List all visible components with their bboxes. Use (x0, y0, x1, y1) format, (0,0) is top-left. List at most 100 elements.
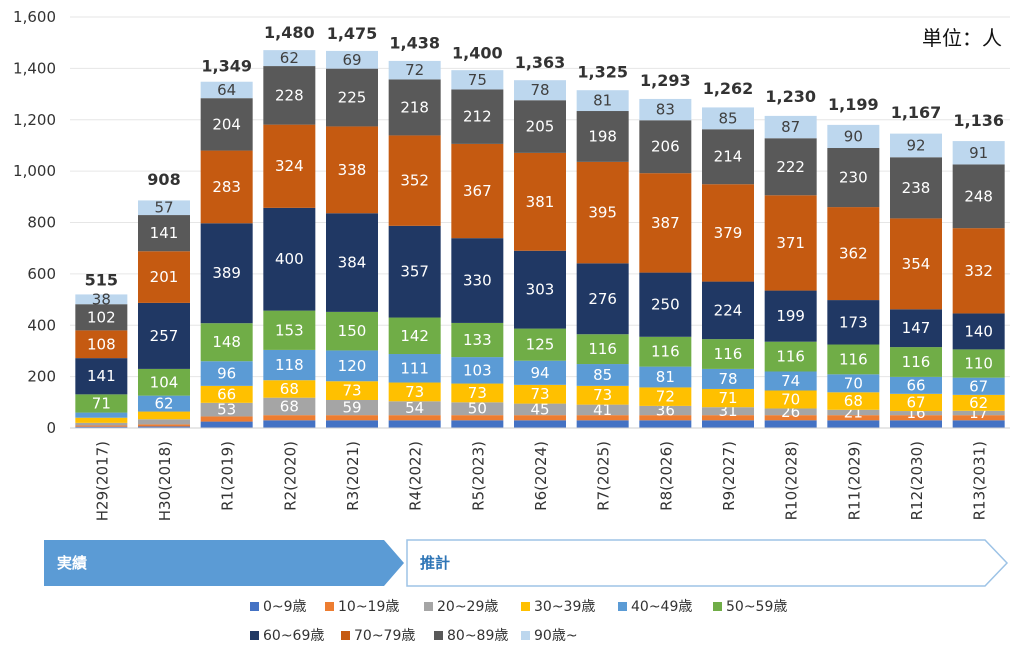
x-axis: H29(2017) H30(2018) R1(2019) R2(2020) R3(202… (70, 427, 1010, 521)
segment-value-label: 62 (154, 395, 173, 413)
bar-segment (451, 70, 504, 90)
segment-value-label: 116 (902, 353, 931, 371)
x-tick-label: R5(2023) (469, 441, 487, 511)
bar-segment (702, 281, 754, 340)
bar-segment (827, 374, 880, 393)
x-tick-label: R9(2027) (720, 441, 738, 511)
segment-value-label: 45 (530, 400, 549, 418)
total-label: 1,293 (640, 71, 691, 90)
bar-segment (263, 50, 316, 67)
bar-segment (890, 133, 942, 158)
actual-phase-label: 実績 (57, 554, 87, 572)
total-label: 1,438 (389, 34, 440, 53)
bar-segment (75, 330, 128, 359)
bar-segment (326, 415, 378, 421)
segment-value-label: 110 (964, 355, 993, 373)
segment-value-label: 400 (275, 250, 304, 268)
total-label: 1,325 (577, 63, 628, 82)
segment-value-label: 387 (651, 214, 680, 232)
bar-segment (514, 100, 566, 153)
bar-segment (75, 394, 128, 413)
segment-value-label: 73 (405, 383, 424, 401)
bar-segment (451, 322, 504, 358)
bar-segment (764, 390, 817, 409)
segment-value-label: 199 (776, 307, 805, 325)
segment-value-label: 68 (280, 397, 299, 415)
bar-segment (75, 417, 128, 423)
segment-value-label: 71 (718, 389, 737, 407)
bar-segment (263, 349, 316, 381)
bar-segment (952, 420, 1005, 428)
segment-value-label: 118 (275, 356, 304, 374)
x-tick-label: R4(2022) (407, 441, 425, 511)
bar-segment (702, 184, 754, 282)
segment-value-label: 94 (530, 364, 549, 382)
bar-segment (138, 200, 190, 216)
segment-value-label: 205 (526, 118, 555, 136)
bar-segment (952, 164, 1005, 229)
bar-segment (138, 419, 190, 425)
bar-segment (764, 341, 817, 372)
bar-segment (827, 409, 880, 416)
bar-segment (138, 426, 190, 428)
bar-segment (75, 304, 128, 331)
bar-segment (326, 381, 378, 401)
bar-segment (764, 415, 817, 421)
total-label: 1,199 (828, 95, 879, 114)
bar-segment (702, 368, 754, 389)
segment-value-label: 50 (468, 400, 487, 418)
segment-value-label: 257 (150, 327, 179, 345)
segment-value-label: 381 (526, 193, 555, 211)
segment-value-label: 214 (714, 148, 743, 166)
segment-value-label: 173 (839, 313, 868, 331)
bar-segment (451, 89, 504, 144)
segment-value-label: 150 (338, 322, 367, 340)
y-tick-label: 1,200 (13, 111, 56, 129)
legend-swatch (341, 631, 350, 640)
bar-segment (514, 403, 566, 416)
bar-segment (75, 425, 128, 427)
bar-segment (639, 120, 692, 174)
total-label: 1,400 (452, 43, 503, 62)
bar-segment (827, 392, 880, 410)
segment-value-label: 201 (150, 268, 179, 286)
y-tick-label: 1,600 (13, 8, 56, 26)
y-tick-label: 200 (27, 368, 56, 386)
bar-segment (827, 148, 880, 208)
legend-swatch (250, 602, 259, 611)
bar-segment (451, 143, 504, 239)
segment-value-label: 70 (781, 390, 800, 408)
bar-segment (639, 366, 692, 388)
bar-segment (952, 377, 1005, 395)
segment-value-label: 148 (212, 333, 241, 351)
x-tick-label: R13(2031) (971, 441, 989, 520)
bar-segment (827, 124, 880, 149)
x-tick-label: R2(2020) (281, 441, 299, 511)
segment-value-label: 87 (781, 118, 800, 136)
segment-value-label: 352 (400, 172, 429, 190)
bar-segment (138, 424, 190, 427)
bar-segment (200, 150, 253, 224)
segment-value-label: 218 (400, 98, 429, 116)
bar-segment (75, 426, 128, 428)
segment-value-label: 379 (714, 224, 743, 242)
bar-segment (576, 334, 629, 365)
segment-value-label: 68 (280, 380, 299, 398)
segment-value-label: 66 (217, 385, 236, 403)
bar-segment (890, 415, 942, 421)
bar-segment (451, 402, 504, 416)
bar-segment (827, 207, 880, 301)
segment-value-label: 81 (593, 92, 612, 110)
segment-value-label: 78 (718, 370, 737, 388)
segment-value-label: 133 (463, 331, 492, 349)
segment-value-label: 224 (714, 301, 743, 319)
bar-segment (764, 115, 817, 139)
bar-segment (388, 225, 441, 318)
segment-value-label: 70 (844, 374, 863, 392)
x-tick-label: R6(2024) (532, 441, 550, 511)
bar-segment (75, 358, 128, 395)
segment-value-label: 75 (468, 71, 487, 89)
segment-value-label: 83 (656, 101, 675, 119)
segment-value-label: 108 (87, 335, 116, 353)
